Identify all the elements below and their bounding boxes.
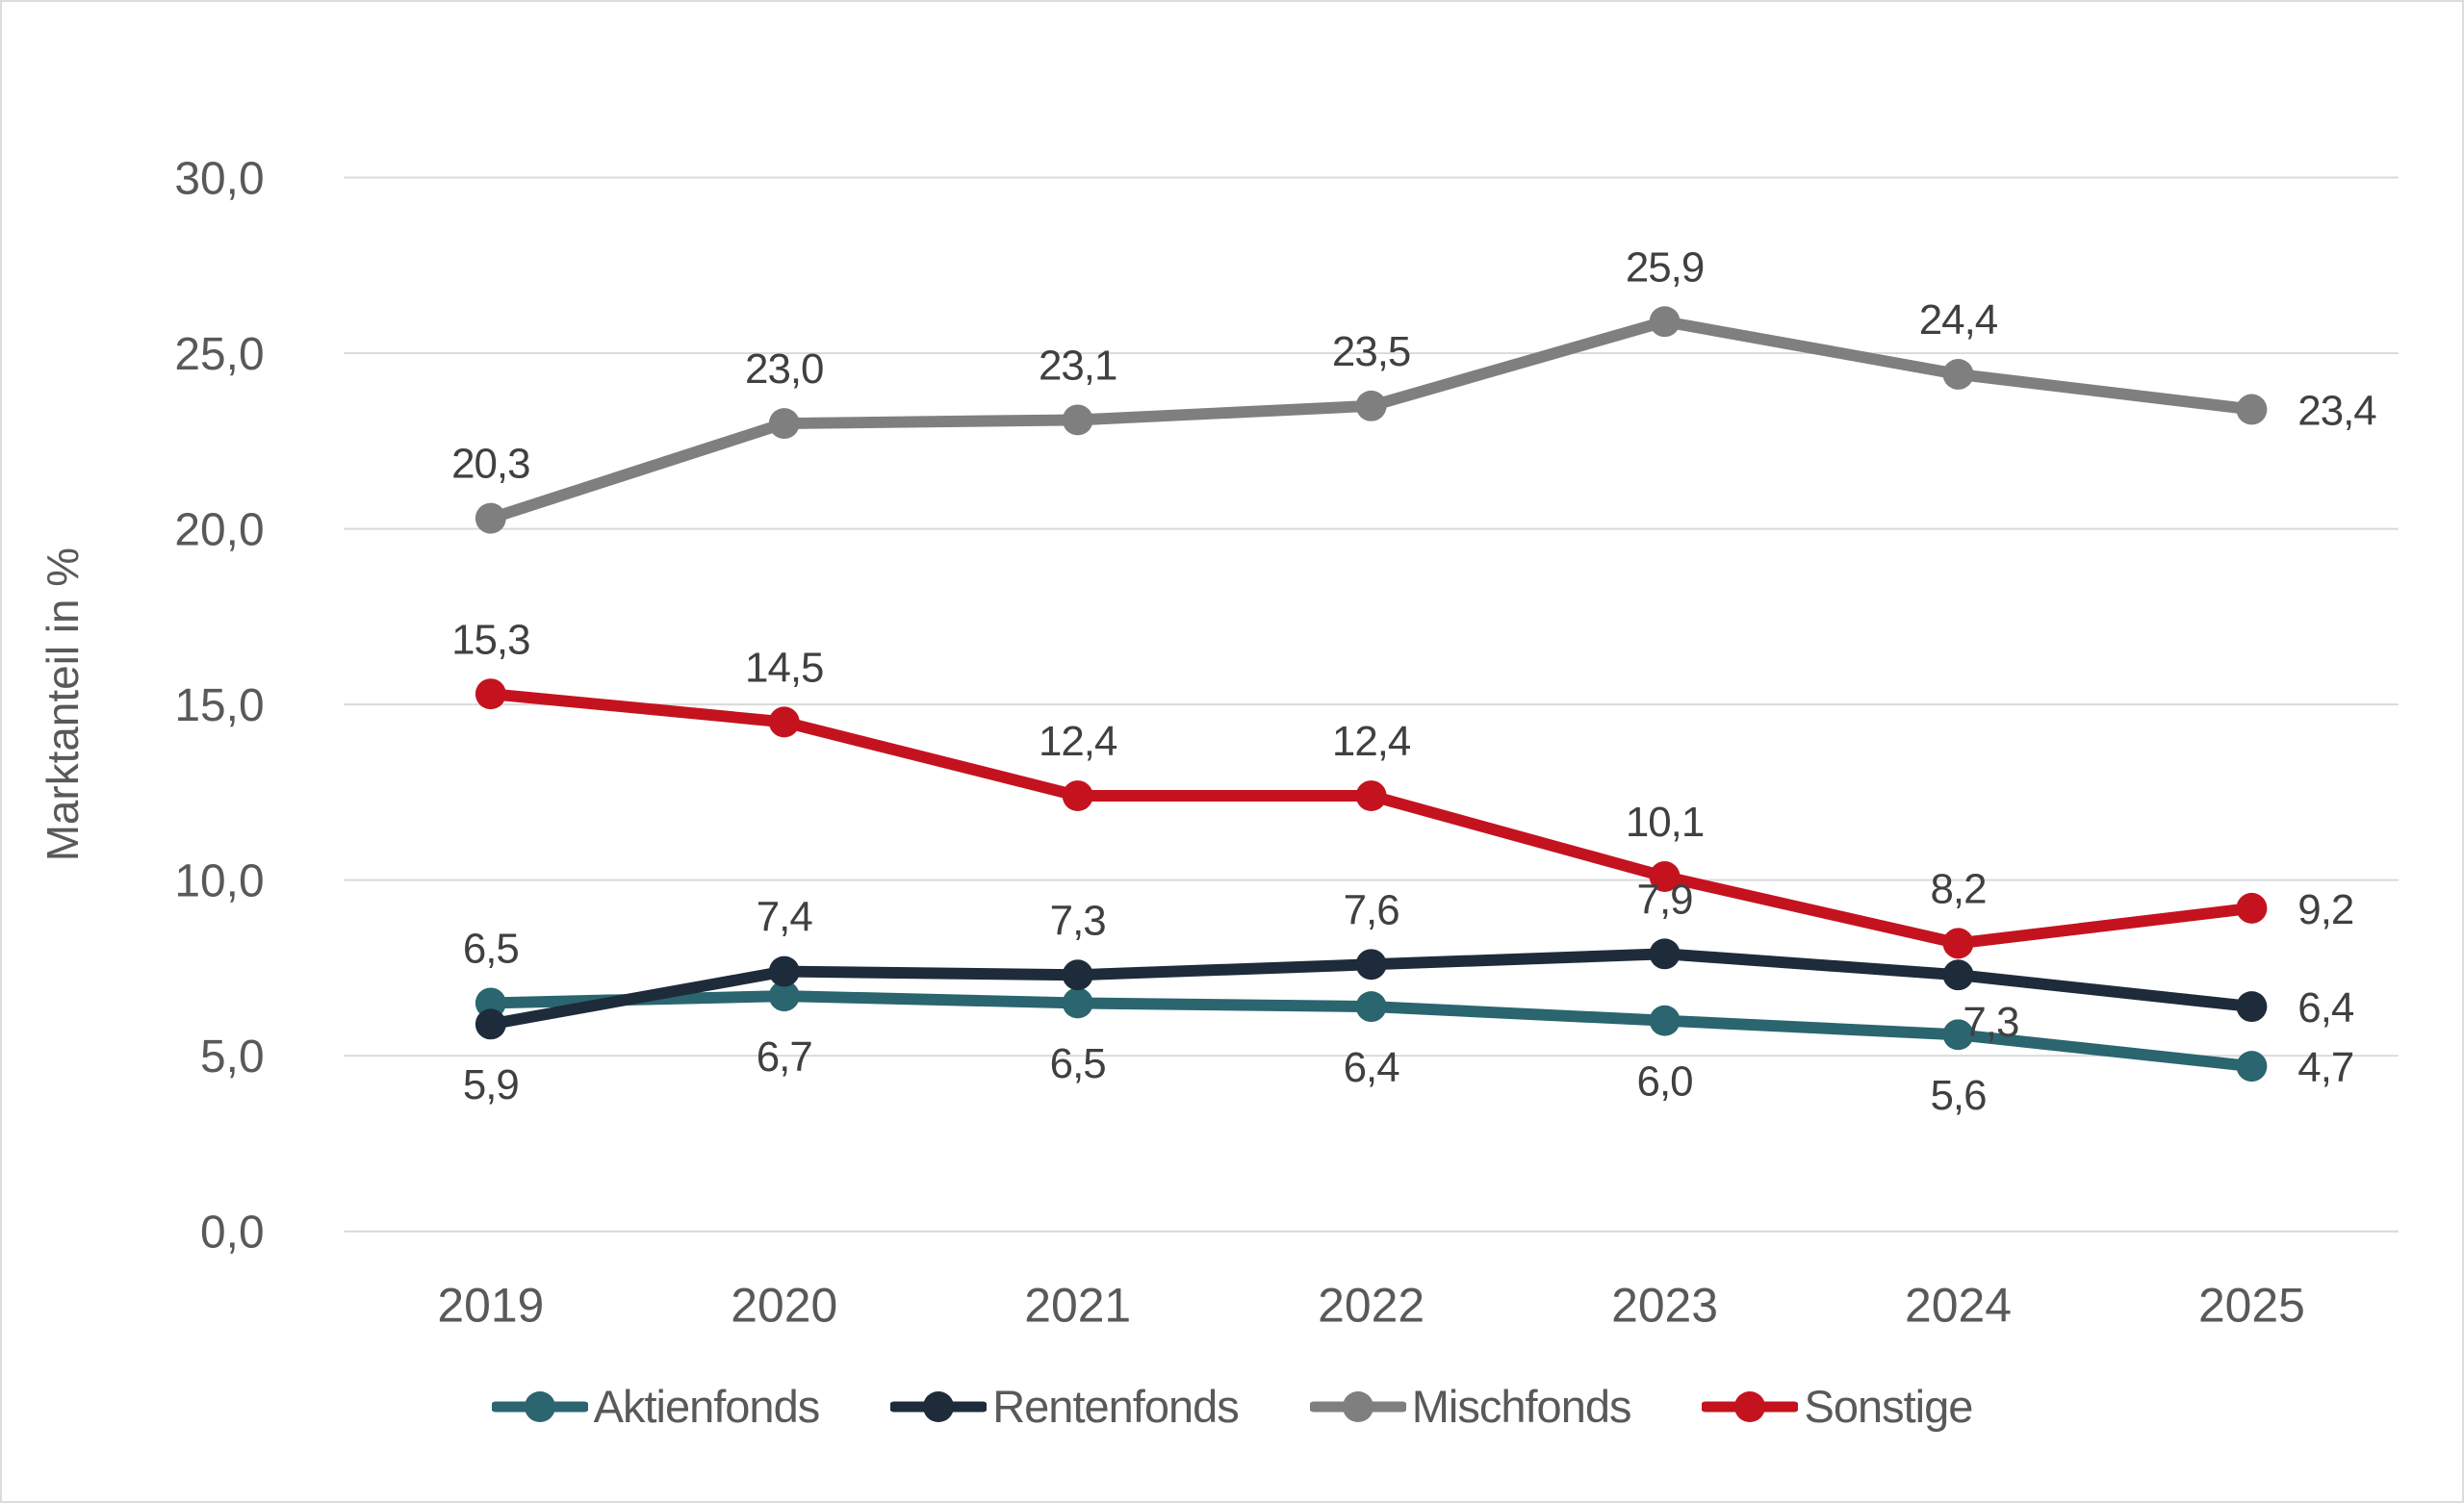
data-point-mischfonds-2021 <box>1062 404 1093 436</box>
data-point-aktienfonds-2025 <box>2236 1051 2268 1083</box>
series-mischfonds <box>475 306 2268 534</box>
y-tick-label: 25,0 <box>174 329 264 380</box>
data-label-aktienfonds-2024: 5,6 <box>1930 1072 1986 1119</box>
data-label-sonstige-2023: 10,1 <box>1626 799 1704 846</box>
data-point-rentenfonds-2023 <box>1649 938 1681 970</box>
legend-item-rentenfonds: Rentenfonds <box>890 1380 1240 1433</box>
data-point-mischfonds-2019 <box>475 502 506 534</box>
data-label-sonstige-2025: 9,2 <box>2297 886 2353 933</box>
data-point-aktienfonds-2021 <box>1062 987 1093 1019</box>
data-label-mischfonds-2019: 20,3 <box>451 441 529 488</box>
x-tick-label-2024: 2024 <box>1905 1278 2012 1332</box>
data-point-mischfonds-2024 <box>1942 359 1974 390</box>
legend-item-mischfonds: Mischfonds <box>1309 1380 1632 1433</box>
y-axis-title: Marktanteil in % <box>38 548 88 861</box>
legend-label-sonstige: Sonstige <box>1804 1381 1973 1432</box>
data-point-sonstige-2024 <box>1942 928 1974 959</box>
series-aktienfonds <box>475 981 2268 1083</box>
data-point-rentenfonds-2022 <box>1355 949 1387 981</box>
data-point-sonstige-2019 <box>475 678 506 710</box>
data-point-rentenfonds-2019 <box>475 1008 506 1040</box>
x-tick-label-2023: 2023 <box>1611 1278 1718 1332</box>
legend-label-mischfonds: Mischfonds <box>1411 1381 1632 1432</box>
y-tick-label: 0,0 <box>200 1208 265 1259</box>
data-label-layer: 6,5 6,7 6,5 6,4 6,0 5,6 4,7 5,9 7,4 7,3 7,6 7,9 7,3 6… <box>451 243 2377 1119</box>
legend-label-aktienfonds: Aktienfonds <box>593 1381 821 1432</box>
data-point-mischfonds-2025 <box>2236 394 2268 425</box>
data-point-aktienfonds-2020 <box>768 981 800 1012</box>
y-tick-label: 10,0 <box>174 856 264 907</box>
data-point-sonstige-2022 <box>1355 780 1387 812</box>
data-point-aktienfonds-2019 <box>475 987 506 1019</box>
legend-dot <box>923 1390 955 1422</box>
data-point-aktienfonds-2023 <box>1649 1005 1681 1036</box>
y-tick-label: 20,0 <box>174 505 264 556</box>
x-tick-label-2022: 2022 <box>1318 1278 1424 1332</box>
legend-label-rentenfonds: Rentenfonds <box>992 1381 1240 1432</box>
data-point-rentenfonds-2025 <box>2236 991 2268 1023</box>
data-label-rentenfonds-2022: 7,6 <box>1344 886 1399 933</box>
data-label-aktienfonds-2020: 6,7 <box>757 1033 812 1081</box>
grid-layer <box>344 176 2399 1233</box>
data-label-mischfonds-2025: 23,4 <box>2297 387 2376 434</box>
legend-dot <box>1734 1390 1766 1422</box>
legend-marker-sonstige <box>1702 1390 1799 1422</box>
legend-dot <box>524 1390 555 1422</box>
legend-marker-rentenfonds <box>890 1390 988 1422</box>
legend: Aktienfonds Rentenfonds Mischfonds Sonstige <box>2 1380 2462 1433</box>
data-point-sonstige-2021 <box>1062 780 1093 812</box>
legend-marker-mischfonds <box>1309 1390 1406 1422</box>
data-point-sonstige-2020 <box>768 706 800 738</box>
legend-item-aktienfonds: Aktienfonds <box>491 1380 821 1433</box>
data-point-sonstige-2025 <box>2236 892 2268 924</box>
data-point-aktienfonds-2024 <box>1942 1019 1974 1051</box>
data-label-aktienfonds-2025: 4,7 <box>2297 1044 2353 1091</box>
data-label-sonstige-2021: 12,4 <box>1039 718 1117 765</box>
series-rentenfonds <box>475 938 2268 1040</box>
data-label-rentenfonds-2020: 7,4 <box>757 894 813 941</box>
legend-dot <box>1342 1390 1373 1422</box>
x-tick-label-2019: 2019 <box>437 1278 544 1332</box>
data-point-rentenfonds-2020 <box>768 955 800 987</box>
y-tick-label: 5,0 <box>200 1032 265 1083</box>
axis-layer: 0,0 5,0 10,0 15,0 20,0 25,0 30,0 2019 2020 2021 20… <box>174 153 2304 1332</box>
data-label-rentenfonds-2021: 7,3 <box>1050 897 1106 944</box>
data-label-mischfonds-2023: 25,9 <box>1626 243 1704 291</box>
x-tick-label-2021: 2021 <box>1024 1278 1131 1332</box>
data-label-mischfonds-2021: 23,1 <box>1039 343 1116 390</box>
x-tick-label-2025: 2025 <box>2198 1278 2305 1332</box>
series-layer <box>475 306 2268 1083</box>
legend-marker-aktienfonds <box>491 1390 588 1422</box>
legend-item-sonstige: Sonstige <box>1702 1380 1973 1433</box>
data-label-rentenfonds-2024: 7,3 <box>1963 999 2018 1046</box>
data-point-rentenfonds-2021 <box>1062 959 1093 991</box>
data-label-rentenfonds-2025: 6,4 <box>2297 984 2354 1032</box>
series-sonstige <box>475 678 2268 959</box>
data-label-sonstige-2019: 15,3 <box>451 616 529 663</box>
data-point-sonstige-2023 <box>1649 861 1681 892</box>
data-label-aktienfonds-2021: 6,5 <box>1050 1040 1106 1087</box>
data-label-aktienfonds-2023: 6,0 <box>1637 1057 1693 1105</box>
data-point-mischfonds-2023 <box>1649 306 1681 338</box>
data-point-aktienfonds-2022 <box>1355 991 1387 1023</box>
data-label-mischfonds-2022: 23,5 <box>1332 328 1410 375</box>
x-tick-label-2020: 2020 <box>731 1278 837 1332</box>
data-label-aktienfonds-2019: 6,5 <box>463 926 519 973</box>
data-label-rentenfonds-2019: 5,9 <box>463 1061 519 1108</box>
data-label-aktienfonds-2022: 6,4 <box>1344 1044 1400 1091</box>
data-label-mischfonds-2020: 23,0 <box>745 345 823 393</box>
data-label-mischfonds-2024: 24,4 <box>1919 296 1998 344</box>
y-tick-label: 15,0 <box>174 680 264 731</box>
data-label-sonstige-2020: 14,5 <box>745 644 823 691</box>
data-label-sonstige-2022: 12,4 <box>1332 718 1411 765</box>
y-tick-label: 30,0 <box>174 153 264 204</box>
data-point-mischfonds-2022 <box>1355 390 1387 421</box>
data-point-rentenfonds-2024 <box>1942 959 1974 991</box>
data-label-rentenfonds-2023: 7,9 <box>1637 876 1693 923</box>
data-point-mischfonds-2020 <box>768 408 800 440</box>
data-label-sonstige-2024: 8,2 <box>1930 865 1986 912</box>
